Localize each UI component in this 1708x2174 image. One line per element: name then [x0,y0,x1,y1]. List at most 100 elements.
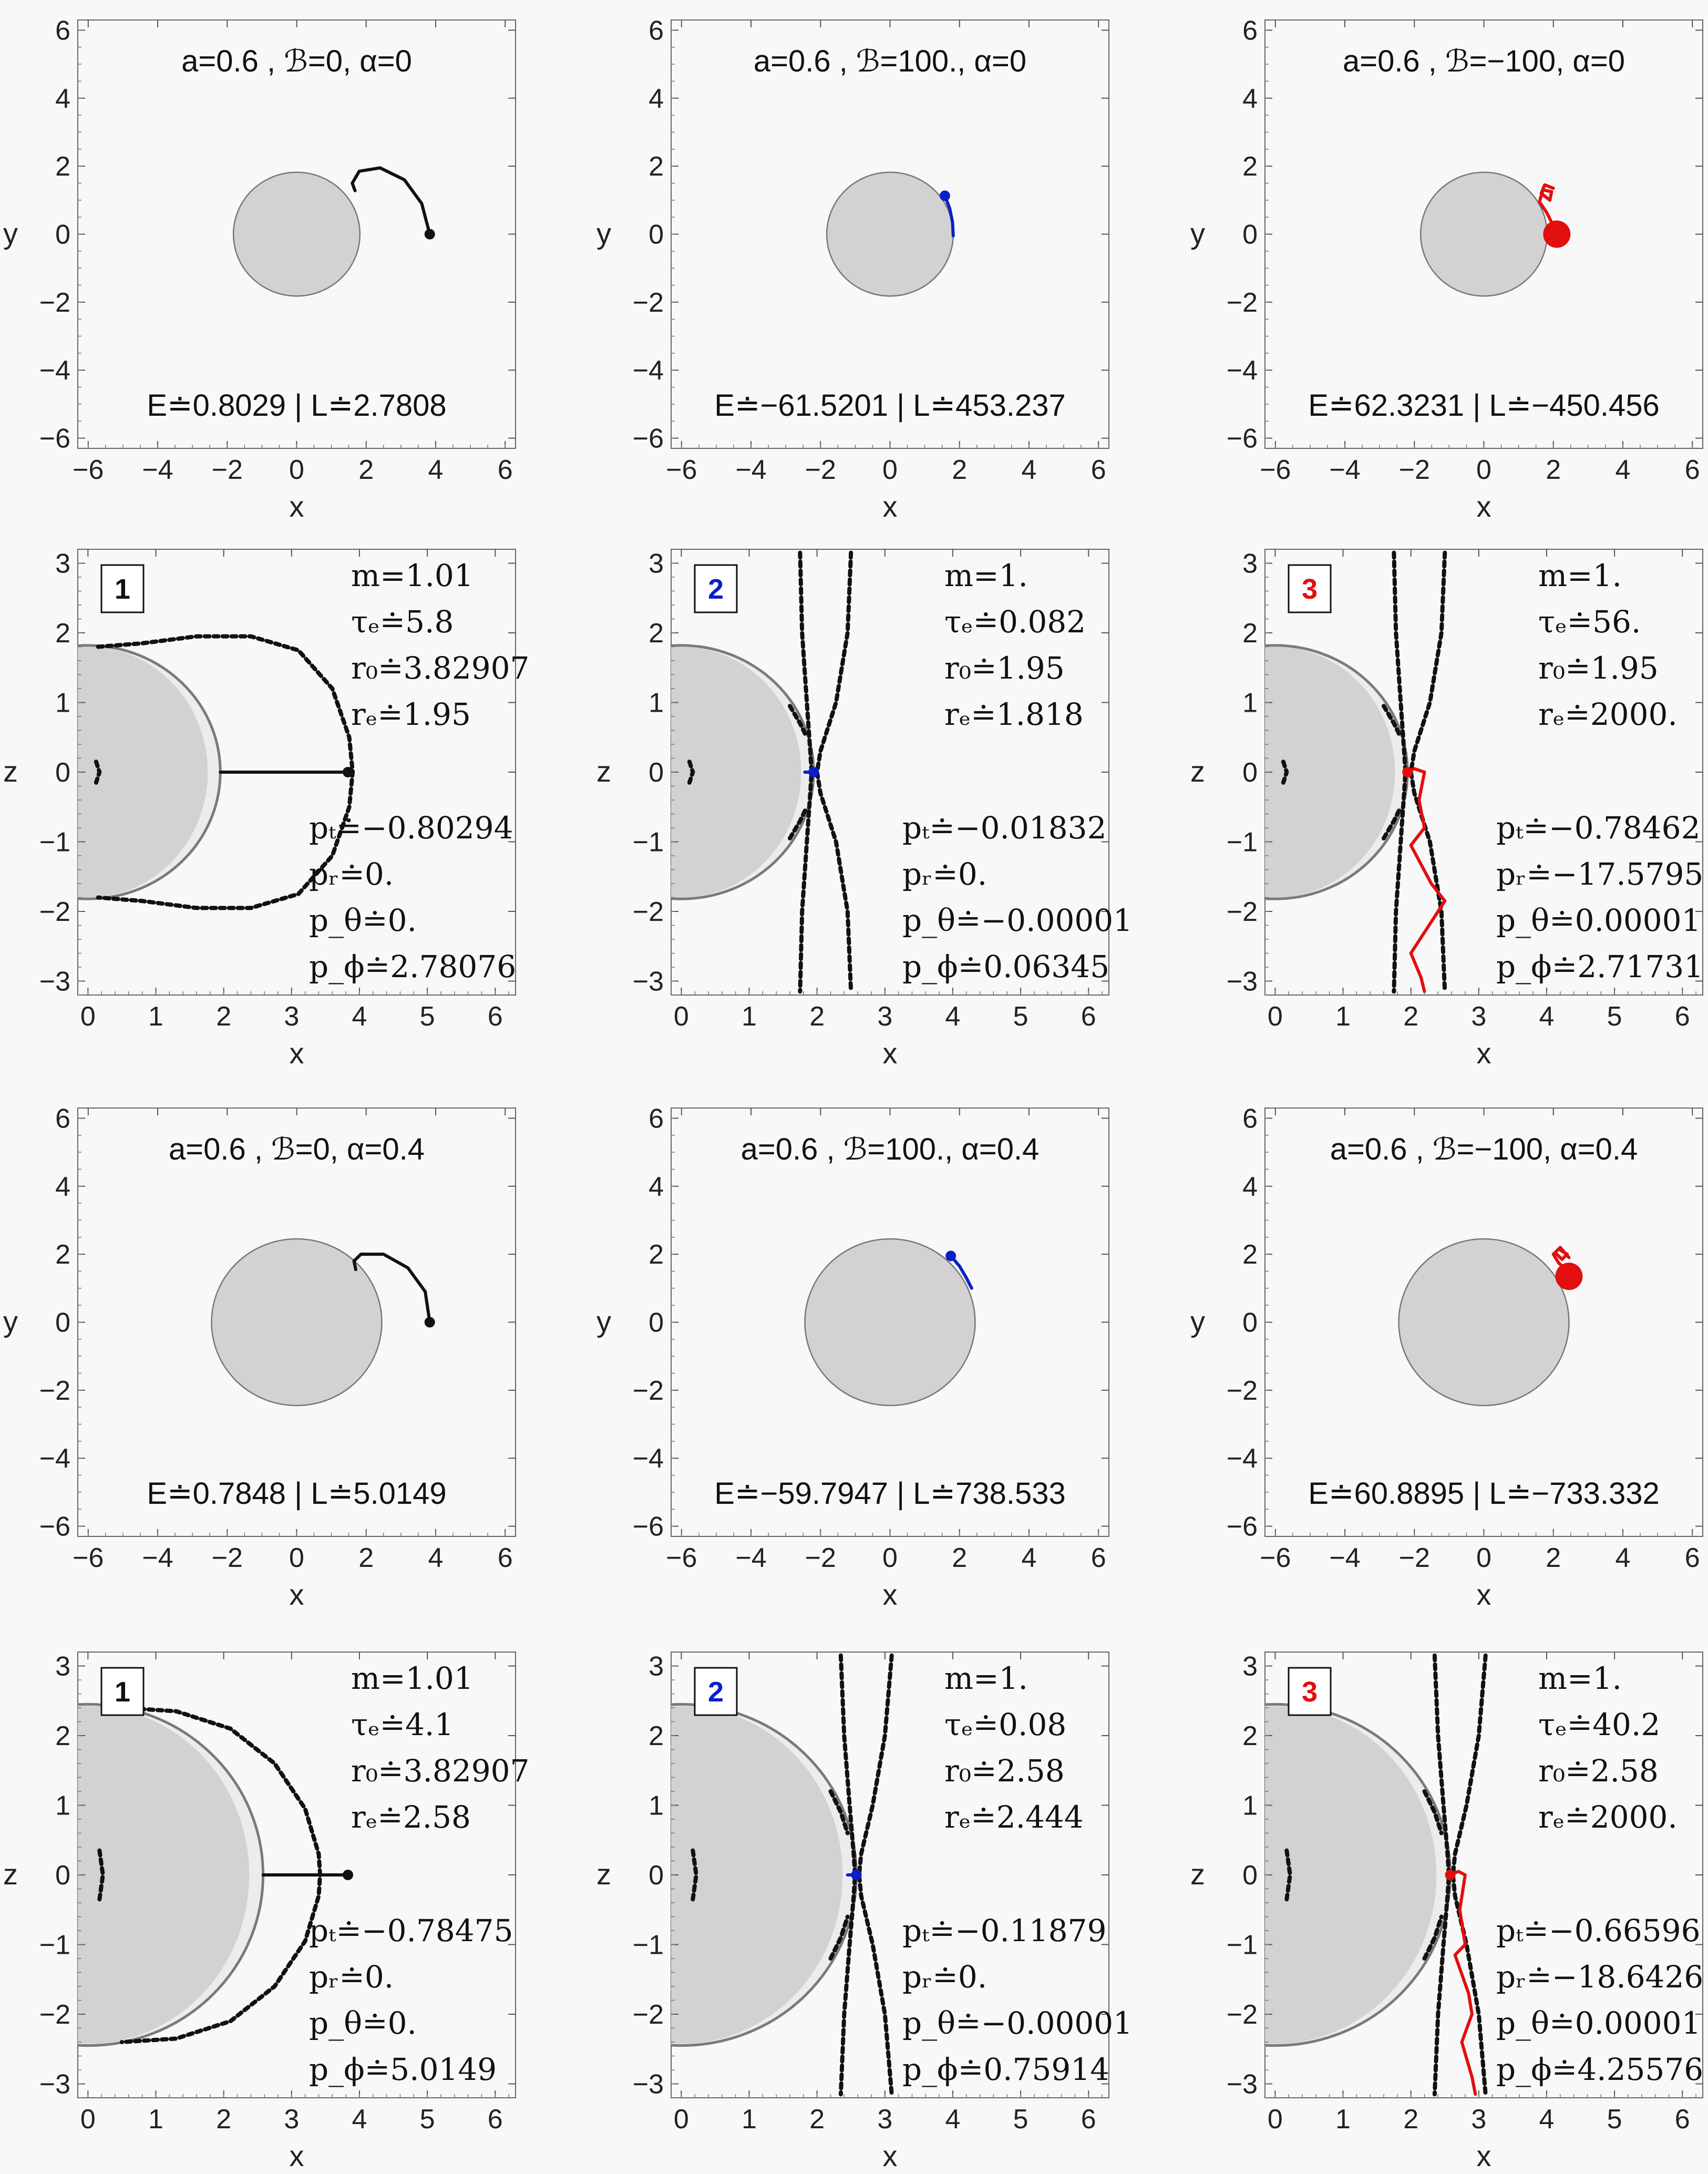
y-tick-label: 3 [649,1652,664,1682]
case-badge [100,564,145,613]
energy-momentum-label: E≐0.8029 | L≐2.7808 [147,388,446,423]
trajectory-start-marker [1543,220,1571,248]
effective-potential-boundary [1382,805,1403,840]
momentum-label: pₜ≐−0.78475 [309,1913,513,1949]
panel-title: a=0.6 , ℬ=−100, α=0 [1343,44,1625,78]
panel-r3c1: −6 −4 −2 0 2 4 6 −6 −4 −2 0 2 4 6 x y a=0.6 , ℬ=0, α=0.4… [3,1103,516,1611]
momentum-label: p_θ≐0.00001 [1496,2005,1701,2041]
y-tick-label: −6 [39,424,70,454]
x-tick-label: 2 [216,2104,231,2135]
panel-title: a=0.6 , ℬ=100., α=0.4 [741,1132,1040,1166]
effective-potential-boundary [1422,1789,1444,1835]
x-tick-label: 2 [809,2104,825,2135]
x-tick-label: 5 [1013,1001,1028,1032]
trajectory-start-marker [939,190,950,201]
y-tick-label: 0 [1242,757,1258,788]
y-tick-label: −3 [1227,967,1258,997]
x-tick-label: −6 [666,1543,697,1573]
case-badge [694,1667,738,1716]
y-tick-label: 2 [55,618,70,649]
y-tick-label: −3 [1227,2069,1258,2100]
horizon-disk [1265,647,1395,898]
x-tick-label: 4 [428,455,443,485]
plot-area [211,1238,435,1407]
effective-potential-boundary [788,704,809,740]
x-tick-label: 2 [1403,1001,1418,1032]
x-tick-label: 2 [358,1543,374,1573]
y-tick-label: 4 [1242,1172,1258,1202]
x-tick-label: 4 [1615,1543,1630,1573]
y-tick-label: −4 [633,355,664,386]
momentum-label: pᵣ≐0. [309,1959,394,1995]
y-tick-label: −3 [633,967,664,997]
x-axis-label: x [1477,2139,1491,2172]
plot-area [1419,171,1571,297]
trajectory-line [943,194,955,238]
panel-r2c2: 0 1 2 3 4 5 6 −3 −2 −1 0 1 2 3 x z 2 m=1. τₑ≐0.082 r₀≐1.95 r… [596,549,1133,1070]
momentum-label: pₜ≐−0.80294 [309,810,513,846]
y-tick-label: 6 [1242,1103,1258,1134]
y-tick-label: 0 [649,1308,664,1338]
trajectory-line [1448,1870,1477,2096]
case-badge [1288,1667,1332,1716]
y-tick-label: 2 [55,1721,70,1751]
y-tick-label: 2 [1242,1721,1258,1751]
parameter-label: rₑ≐2.58 [351,1799,471,1835]
x-tick-label: 4 [945,2104,961,2135]
momentum-label: p_θ≐0.00001 [1496,903,1701,938]
y-tick-label: −2 [1227,897,1258,927]
y-tick-label: 0 [649,220,664,250]
x-tick-label: 6 [498,1543,513,1573]
x-tick-label: 1 [1335,2104,1351,2135]
trajectory-start-marker [424,229,435,240]
trajectory-start-marker [424,1317,435,1328]
parameter-label: r₀≐3.82907 [351,650,529,686]
x-tick-label: 2 [1546,455,1561,485]
x-tick-label: 5 [1607,1001,1622,1032]
parameter-label: m=1.01 [351,1660,474,1696]
effective-potential-boundary [691,1848,698,1902]
panel-r2c1: 0 1 2 3 4 5 6 −3 −2 −1 0 1 2 3 x z 1 m=1.01 τₑ≐5.8 r₀≐3.829… [3,549,529,1070]
x-tick-label: 4 [1021,1543,1036,1573]
x-tick-label: −6 [666,455,697,485]
momentum-label: p_ϕ≐0.75914 [902,2052,1109,2087]
y-tick-label: −3 [39,2069,70,2100]
y-tick-label: 0 [55,757,70,788]
y-tick-label: 2 [649,151,664,182]
x-tick-label: −4 [1329,1543,1360,1573]
black-hole-disk [211,1238,383,1407]
y-tick-label: 1 [649,688,664,719]
x-axis-label: x [883,490,898,523]
x-tick-label: −4 [735,1543,766,1573]
plot-area [826,171,955,297]
parameter-label: τₑ≐0.08 [944,1707,1066,1742]
y-tick-label: 0 [1242,1860,1258,1891]
y-tick-label: −1 [39,1930,70,1961]
x-tick-label: −2 [805,455,836,485]
x-tick-label: 2 [1403,2104,1418,2135]
y-tick-label: 3 [1242,1652,1258,1682]
x-tick-label: 5 [1013,2104,1028,2135]
y-tick-label: −2 [633,1376,664,1406]
case-badge-number: 1 [115,1676,130,1708]
y-tick-label: −6 [633,424,664,454]
y-tick-label: 0 [649,757,664,788]
effective-potential-boundary [687,760,695,785]
x-tick-label: 2 [952,455,967,485]
x-tick-label: 5 [420,1001,435,1032]
horizon-disk [671,1706,843,2044]
parameter-label: r₀≐1.95 [1538,650,1659,686]
y-tick-label: −2 [633,1999,664,2030]
y-tick-label: −4 [633,1443,664,1474]
case-badge-number: 1 [115,573,130,605]
y-tick-label: −4 [1227,1443,1258,1474]
x-tick-label: 1 [742,2104,757,2135]
x-tick-label: 4 [1539,1001,1555,1032]
x-tick-label: 4 [428,1543,443,1573]
x-tick-label: −2 [805,1543,836,1573]
x-tick-label: 0 [289,455,304,485]
x-axis-label: x [290,2139,304,2172]
momentum-label: p_ϕ≐2.71731 [1496,949,1703,985]
effective-potential-boundary [1281,760,1289,785]
y-tick-label: 3 [55,1652,70,1682]
